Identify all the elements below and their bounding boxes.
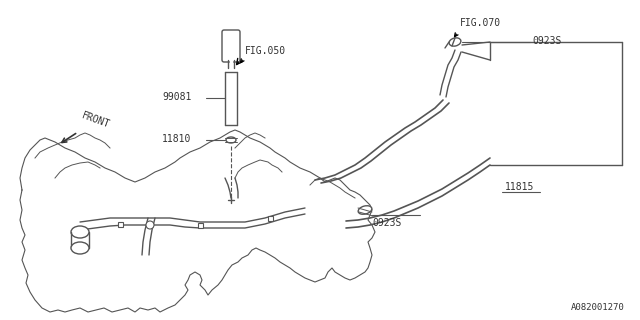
Text: FIG.050: FIG.050 [245,46,286,56]
Text: A082001270: A082001270 [572,303,625,312]
Ellipse shape [358,206,372,214]
Text: 99081: 99081 [162,92,191,102]
Text: FIG.070: FIG.070 [460,18,501,28]
Text: 0923S: 0923S [372,218,401,228]
Text: 11810: 11810 [162,134,191,144]
Bar [198,223,203,228]
Ellipse shape [71,242,89,254]
Text: 11815: 11815 [505,182,534,192]
Ellipse shape [449,38,461,46]
Bar [268,216,273,221]
Text: FRONT: FRONT [80,110,111,130]
Bar [226,73,236,124]
Bar [118,222,123,227]
FancyBboxPatch shape [222,30,240,62]
Text: 0923S: 0923S [532,36,561,46]
Ellipse shape [71,226,89,238]
Circle shape [146,221,154,229]
Ellipse shape [226,137,236,143]
